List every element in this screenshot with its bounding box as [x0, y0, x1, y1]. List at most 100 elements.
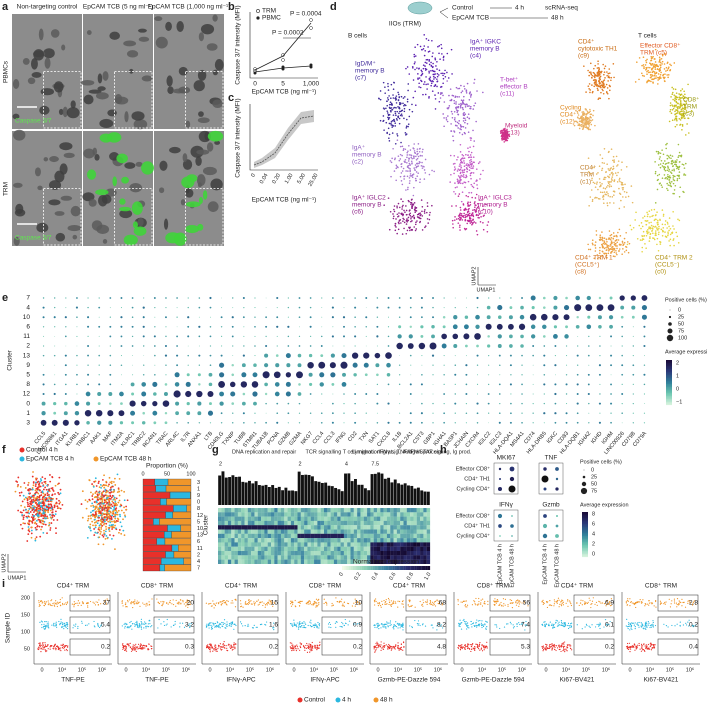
expression-dot — [175, 411, 179, 416]
expression-dot — [432, 393, 434, 395]
bar — [248, 480, 251, 505]
cell-cluster — [38, 28, 44, 41]
cluster-label: 1 — [26, 410, 30, 417]
cell — [683, 112, 686, 115]
cell — [644, 64, 647, 66]
cell — [656, 174, 659, 177]
cell — [659, 61, 662, 64]
cell — [683, 115, 685, 117]
cell — [433, 70, 436, 73]
expression-dot — [252, 372, 258, 378]
cell — [109, 498, 112, 500]
cell — [96, 522, 99, 525]
colorbar — [666, 396, 672, 398]
expression-dot — [554, 374, 556, 376]
cell — [57, 491, 60, 494]
expression-dot — [240, 381, 248, 388]
cell — [397, 91, 399, 94]
cell — [113, 490, 116, 492]
expression-dot — [542, 324, 547, 330]
expression-dot — [465, 402, 468, 405]
expression-dot — [610, 383, 612, 386]
cell — [454, 216, 456, 218]
cell — [31, 509, 34, 512]
cell — [602, 187, 605, 189]
cell — [470, 214, 472, 217]
cell — [459, 229, 461, 231]
heatmap-cell — [287, 525, 291, 530]
legend-label: 75 — [678, 328, 684, 334]
cell — [662, 76, 665, 79]
caspase-signal — [132, 221, 138, 229]
cell — [117, 501, 120, 504]
cell — [488, 205, 491, 207]
expression-dot — [354, 402, 356, 405]
cell — [609, 234, 612, 237]
cell — [586, 110, 589, 113]
heatmap-cell — [337, 520, 341, 526]
cell — [645, 247, 647, 249]
cell — [643, 67, 645, 70]
cell — [98, 486, 101, 489]
cell — [48, 494, 50, 496]
cell — [654, 68, 657, 70]
cell — [620, 169, 623, 171]
cell — [449, 99, 452, 102]
proportion-segment — [165, 511, 174, 519]
cell — [416, 148, 419, 150]
cell — [483, 214, 485, 217]
cell — [23, 482, 26, 484]
cell-cluster — [70, 100, 76, 109]
cell — [94, 480, 97, 483]
expression-dot — [421, 373, 423, 376]
heatmap-cell — [383, 516, 388, 521]
cell — [586, 123, 588, 126]
heatmap-cell — [277, 520, 282, 526]
cell — [50, 499, 52, 501]
cell — [392, 107, 395, 109]
cell — [666, 187, 668, 190]
cell-cluster — [126, 50, 139, 58]
expression-dot — [232, 307, 234, 309]
colorbar — [666, 400, 672, 403]
expression-dot — [53, 392, 56, 396]
expression-dot — [275, 354, 279, 357]
cell — [39, 509, 41, 512]
cell — [22, 509, 25, 512]
cell — [468, 98, 471, 101]
expression-dot — [230, 391, 236, 397]
cell — [664, 166, 667, 169]
expression-dot — [296, 371, 303, 379]
cell — [406, 98, 409, 101]
cell — [471, 163, 473, 166]
cell — [388, 228, 391, 231]
cell — [675, 98, 678, 101]
cell — [618, 177, 621, 180]
expression-dot — [420, 412, 423, 415]
cell — [101, 479, 104, 481]
cell — [463, 111, 465, 114]
cell — [645, 234, 648, 237]
cell — [617, 164, 619, 166]
cell — [401, 183, 404, 186]
expression-dot — [376, 422, 379, 424]
expression-dot — [599, 345, 601, 347]
cell — [90, 517, 92, 520]
cell — [603, 71, 606, 73]
cell — [110, 524, 113, 526]
cluster-label: (c9) — [578, 53, 589, 60]
cluster-label: IgA⁺ IGLC3 — [478, 195, 512, 202]
cell — [643, 75, 645, 77]
cell — [36, 487, 39, 490]
expression-dot — [176, 297, 178, 299]
cell — [98, 512, 100, 515]
cell — [91, 483, 94, 485]
bar — [416, 487, 420, 505]
cluster-label: memory B — [470, 46, 500, 53]
cell — [399, 103, 401, 106]
cell — [591, 200, 594, 203]
expression-dot — [164, 421, 168, 425]
cell — [467, 201, 469, 204]
cell — [589, 115, 592, 118]
expression-dot — [488, 412, 490, 414]
